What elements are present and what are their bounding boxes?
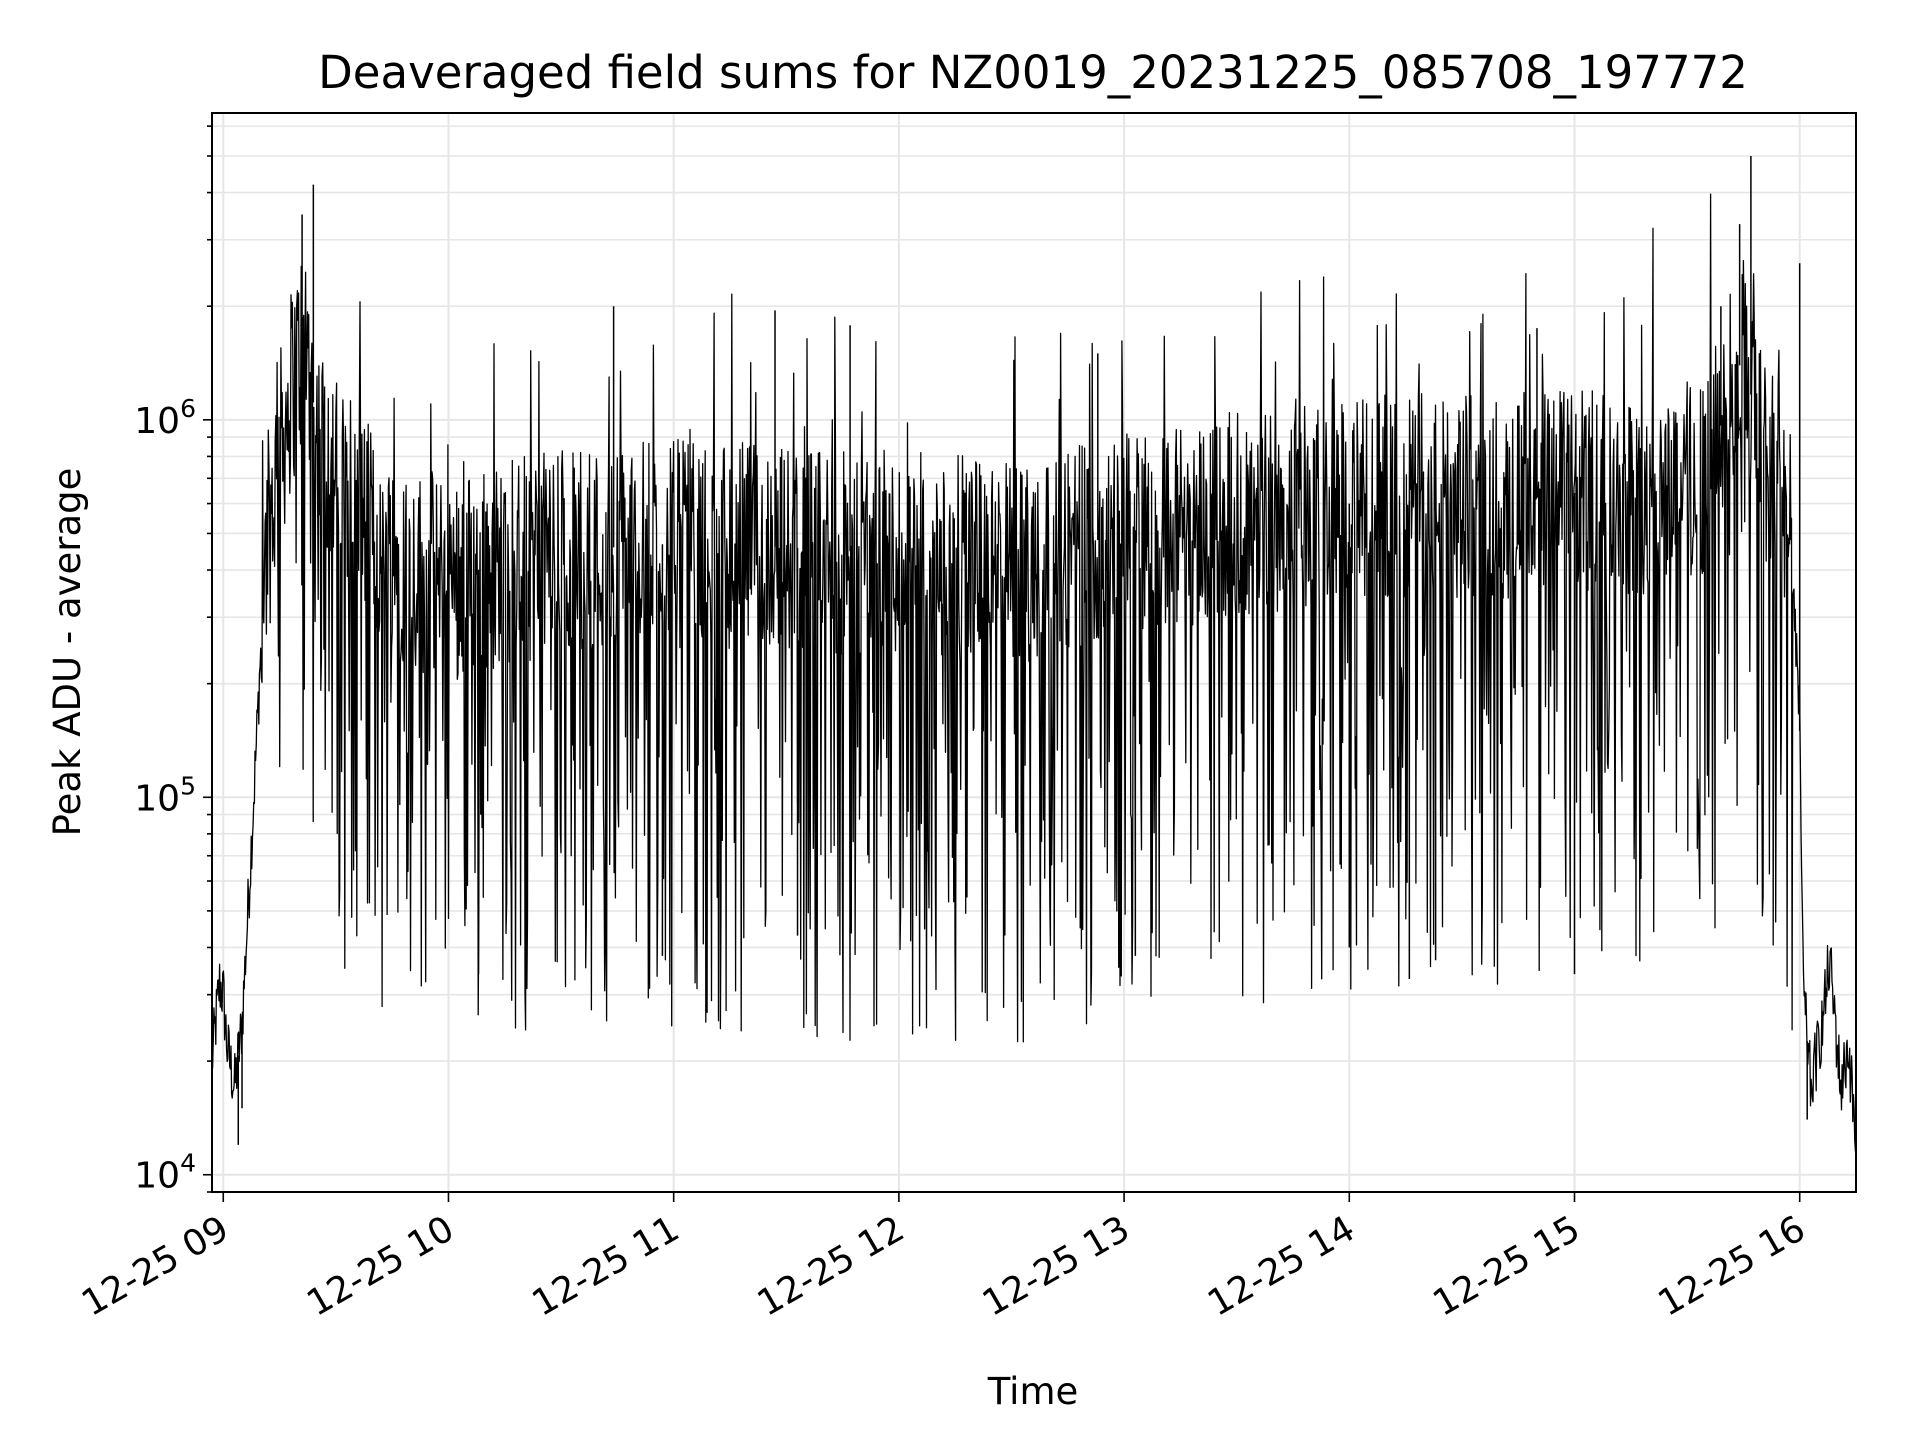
series-line bbox=[211, 193, 1857, 1152]
series-layer bbox=[211, 156, 1857, 1152]
chart-title: Deaveraged field sums for NZ0019_2023122… bbox=[318, 46, 1748, 99]
y-tick-label: 106 bbox=[134, 394, 196, 442]
y-tick-exponent: 4 bbox=[180, 1149, 196, 1178]
y-tick-exponent: 5 bbox=[180, 771, 196, 800]
x-axis-label: Time bbox=[987, 1370, 1079, 1413]
y-tick-exponent: 6 bbox=[180, 394, 196, 423]
y-tick-label: 104 bbox=[134, 1149, 196, 1197]
y-tick-base: 10 bbox=[134, 401, 180, 442]
y-tick-base: 10 bbox=[134, 1156, 180, 1197]
y-axis-label: Peak ADU - average bbox=[46, 468, 89, 837]
plot-frame bbox=[211, 112, 1857, 1193]
y-tick-label: 105 bbox=[134, 771, 196, 819]
y-tick-base: 10 bbox=[134, 778, 180, 819]
